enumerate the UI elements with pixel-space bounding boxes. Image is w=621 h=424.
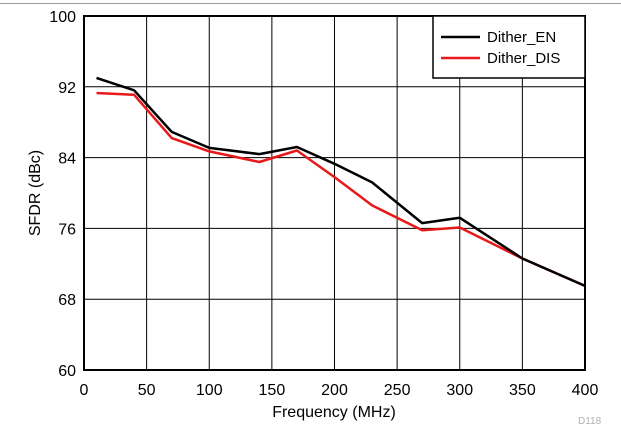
- x-tick-labels: 0 50 100 150 200 250 300 350 400: [80, 382, 599, 399]
- y-tick-label: 92: [58, 80, 76, 97]
- x-tick-label: 300: [446, 382, 473, 399]
- legend-label-dither-en: Dither_EN: [487, 29, 556, 46]
- x-tick-label: 100: [196, 382, 223, 399]
- x-tick-label: 200: [321, 382, 348, 399]
- x-tick-label: 50: [138, 382, 156, 399]
- series-line-dither-dis: [96, 91, 586, 288]
- x-tick-label: 400: [572, 382, 599, 399]
- series-lines: [96, 76, 586, 288]
- x-tick-label: 250: [384, 382, 411, 399]
- x-axis-title: Frequency (MHz): [272, 404, 396, 421]
- x-tick-label: 350: [509, 382, 536, 399]
- x-tick-label: 150: [259, 382, 286, 399]
- y-tick-label: 84: [58, 151, 76, 168]
- legend-box: [432, 15, 586, 79]
- y-tick-label: 76: [58, 221, 76, 238]
- series-line-dither-en: [96, 76, 586, 288]
- legend: Dither_EN Dither_DIS: [432, 15, 586, 79]
- y-tick-label: 60: [58, 363, 76, 380]
- y-tick-labels: 60 68 76 84 92 100: [49, 9, 76, 380]
- x-tick-label: 0: [80, 382, 89, 399]
- y-tick-label: 68: [58, 292, 76, 309]
- y-tick-label: 100: [49, 9, 76, 26]
- figure-code: D118: [578, 416, 602, 424]
- y-axis-title: SFDR (dBc): [27, 150, 44, 236]
- legend-label-dither-dis: Dither_DIS: [487, 50, 560, 67]
- plot-frame: [83, 15, 586, 371]
